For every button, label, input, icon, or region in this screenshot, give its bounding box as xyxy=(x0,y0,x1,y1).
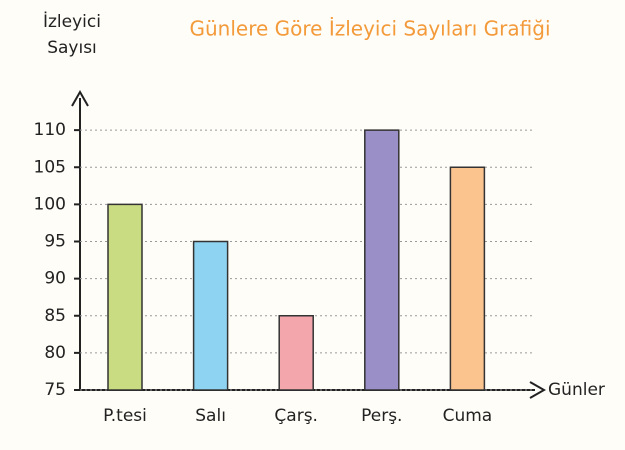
y-axis-label: İzleyici xyxy=(43,11,101,32)
y-tick-label: 85 xyxy=(44,306,66,326)
y-tick-label: 90 xyxy=(44,269,66,289)
chart-title: Günlere Göre İzleyici Sayıları Grafiği xyxy=(189,17,550,41)
y-tick-label: 100 xyxy=(34,194,66,214)
x-tick-label: Salı xyxy=(195,406,226,426)
x-tick-label: Çarş. xyxy=(274,406,318,426)
y-tick-label: 110 xyxy=(34,120,66,140)
y-tick-label: 75 xyxy=(44,380,66,400)
bar xyxy=(278,315,314,391)
x-tick-label: Cuma xyxy=(443,406,493,426)
x-axis-label: Günler xyxy=(548,380,605,400)
y-tick-label: 80 xyxy=(44,343,66,363)
x-arrow xyxy=(529,381,547,399)
bar xyxy=(449,166,486,391)
y-arrow xyxy=(71,89,89,107)
x-tick-label: P.tesi xyxy=(103,406,147,426)
y-tick-label: 95 xyxy=(44,232,66,252)
x-tick-label: Perş. xyxy=(361,406,402,426)
y-axis-label: Sayısı xyxy=(47,38,97,58)
bar xyxy=(107,203,143,391)
y-tick-label: 105 xyxy=(34,157,66,177)
bar xyxy=(192,240,229,391)
bar xyxy=(364,129,400,391)
